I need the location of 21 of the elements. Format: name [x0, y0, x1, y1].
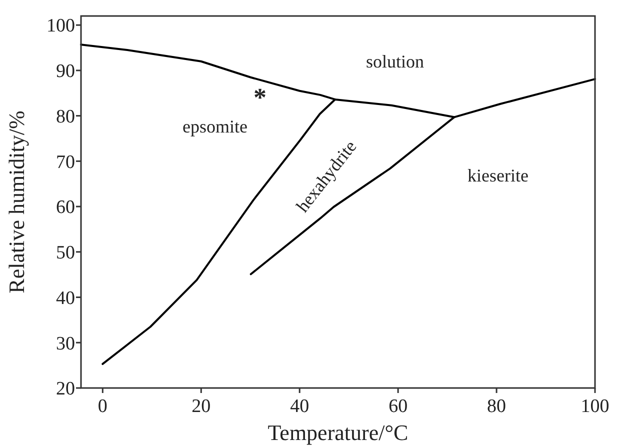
x-tick-label: 40: [290, 396, 310, 417]
y-tick-label: 70: [56, 152, 75, 173]
y-tick-label: 20: [56, 378, 75, 400]
annotation: *: [254, 83, 266, 112]
y-axis-title: Relative humidity/%: [4, 110, 29, 294]
x-tick-label: 20: [192, 396, 211, 417]
annotation: epsomite: [182, 116, 248, 136]
y-tick-label: 80: [56, 106, 75, 128]
y-tick-label: 30: [56, 333, 75, 354]
x-axis-title: Temperature/°C: [268, 420, 408, 445]
annotation: solution: [366, 51, 424, 72]
y-tick-label: 40: [56, 288, 75, 309]
y-tick-label: 50: [56, 242, 75, 264]
x-tick-label: 100: [580, 396, 610, 417]
x-tick-label: 60: [388, 396, 408, 417]
x-tick-label: 0: [98, 396, 108, 417]
x-tick-label: 80: [487, 396, 506, 417]
y-tick-label: 100: [46, 16, 75, 37]
y-tick-label: 60: [56, 197, 75, 218]
y-tick-label: 90: [56, 61, 75, 82]
annotation: kieserite: [468, 165, 528, 186]
